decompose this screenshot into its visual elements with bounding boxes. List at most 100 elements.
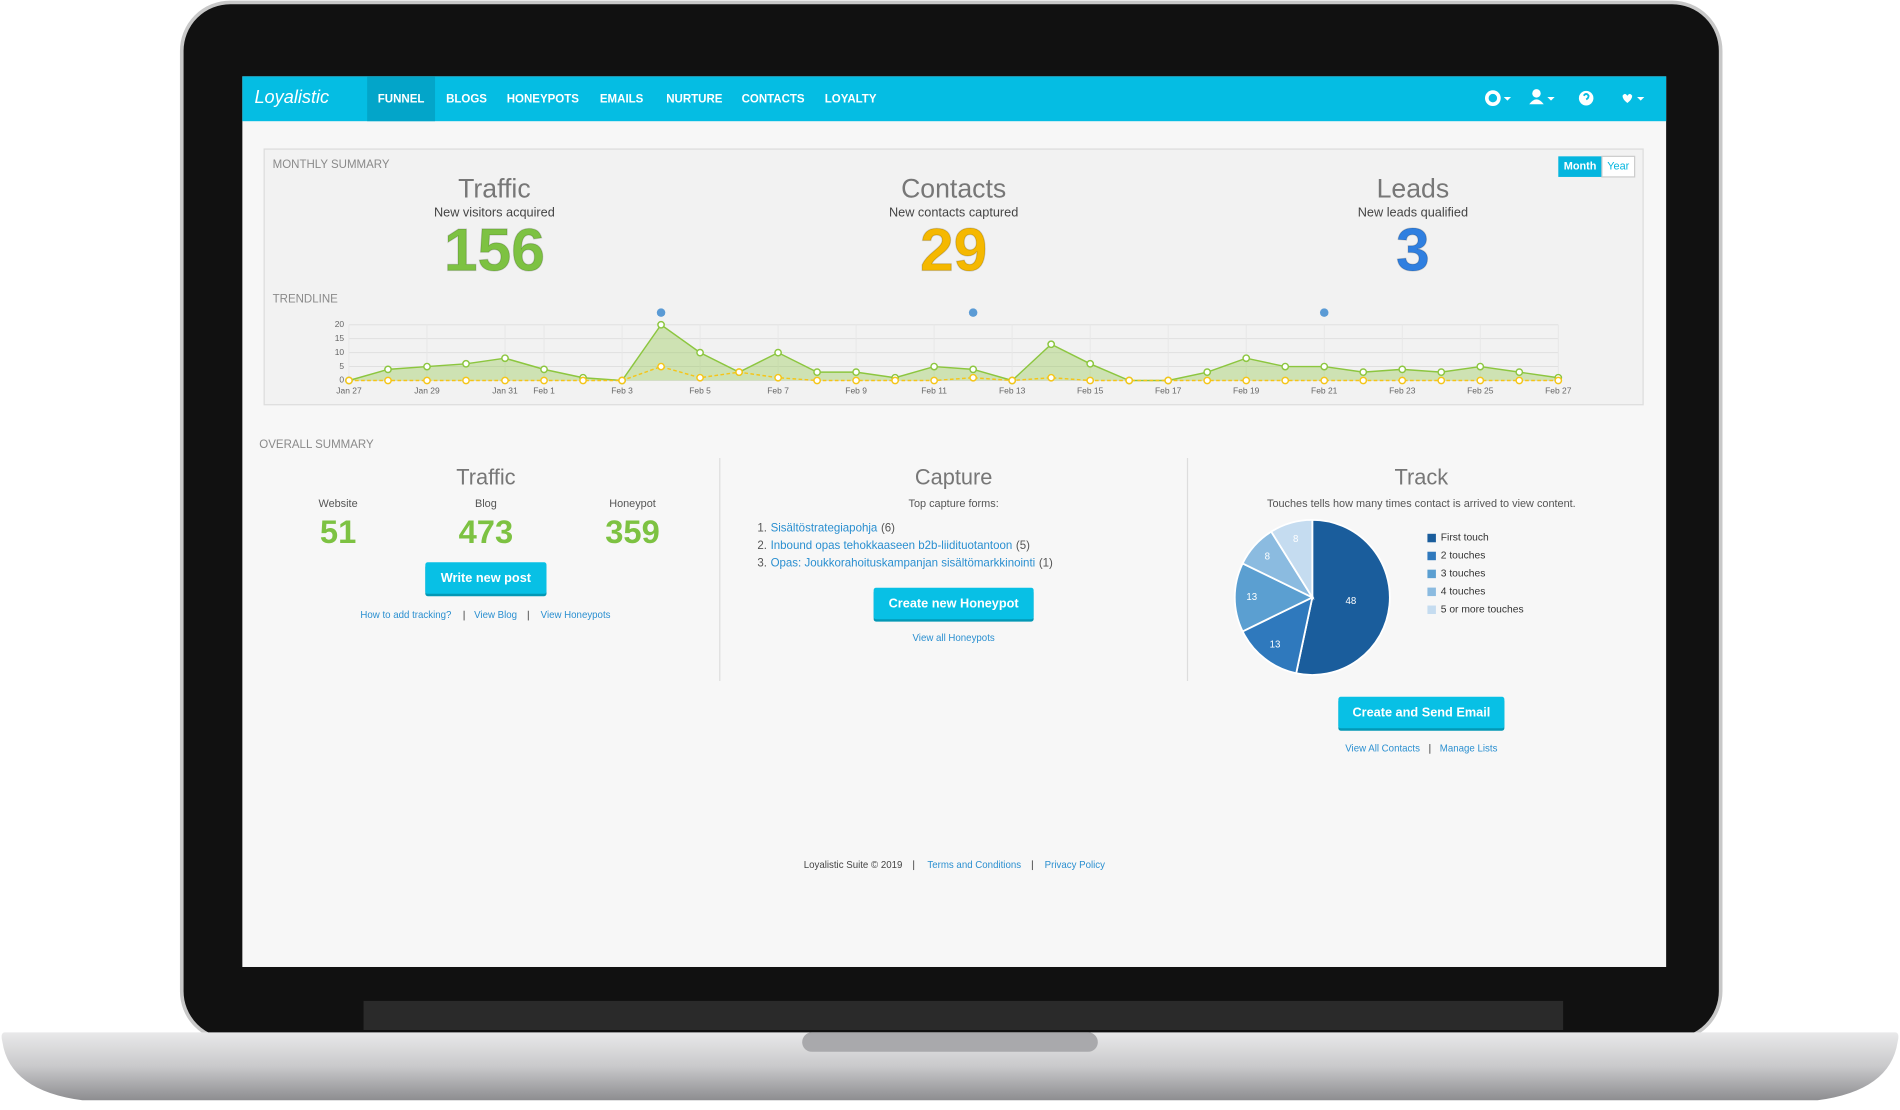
favorites-icon[interactable]: [1622, 93, 1633, 104]
point: [1242, 354, 1251, 363]
pie-slice: [1241, 595, 1314, 675]
legend-label: 4 touches: [1441, 587, 1486, 598]
button[interactable]: [873, 587, 1034, 620]
nav-item[interactable]: HONEYPOTS: [507, 93, 580, 105]
button-label[interactable]: Write new post: [441, 570, 532, 585]
legend-label: First touch: [1441, 533, 1489, 544]
legend-label: 3 touches: [1441, 569, 1486, 580]
nav-item[interactable]: CONTACTS: [742, 93, 805, 105]
x-tick-label: Feb 9: [845, 386, 867, 396]
line: [348, 365, 1559, 382]
toggle-active[interactable]: [1558, 156, 1602, 177]
point: [1359, 376, 1368, 385]
settings-icon[interactable]: [1484, 90, 1501, 107]
monthly-panel: [263, 148, 1644, 406]
laptop-base: [1, 1032, 1899, 1101]
point: [1515, 368, 1524, 377]
nav-item[interactable]: LOYALTY: [825, 93, 877, 105]
point: [1398, 365, 1407, 374]
point: [1319, 308, 1329, 317]
point: [1398, 376, 1407, 385]
metric-label: Blog: [475, 498, 497, 510]
base-notch: [802, 1032, 1098, 1052]
column-title: Capture: [915, 464, 993, 489]
nav-item[interactable]: EMAILS: [600, 93, 644, 105]
toggle[interactable]: [1601, 155, 1636, 178]
link[interactable]: View all Honeypots: [913, 633, 995, 644]
point: [540, 376, 548, 385]
point: [1281, 362, 1290, 371]
stat-subtitle: New contacts captured: [889, 205, 1018, 220]
x-tick-label: Feb 17: [1155, 386, 1182, 396]
slice-label: 8: [1293, 534, 1298, 545]
nav-item[interactable]: BLOGS: [446, 93, 487, 105]
form-link[interactable]: Opas: Joukkorahoituskampanjan sisältömar…: [771, 558, 1036, 570]
x-tick-label: Feb 13: [999, 386, 1026, 396]
slice-label: 48: [1345, 596, 1356, 607]
point: [1320, 362, 1329, 371]
list-number: 1.: [757, 522, 767, 534]
nav-bar: [242, 76, 1667, 122]
x-tick-label: Feb 25: [1467, 386, 1494, 396]
button-label[interactable]: Create and Send Email: [1352, 704, 1490, 719]
point: [656, 308, 666, 317]
user-icon[interactable]: [1532, 89, 1541, 98]
point: [423, 362, 431, 371]
form-link[interactable]: Sisältöstrategiapohja: [771, 522, 878, 534]
metric-value: 51: [320, 513, 356, 550]
link[interactable]: Privacy Policy: [1045, 860, 1105, 871]
slice-label: 8: [1265, 551, 1270, 562]
point: [1437, 368, 1446, 377]
legend-swatch: [1427, 605, 1436, 615]
point: [774, 348, 782, 357]
y-tick-label: 15: [335, 333, 345, 343]
help-icon[interactable]: [1578, 90, 1594, 106]
x-tick-label: Jan 29: [414, 386, 440, 396]
link[interactable]: View All Contacts: [1345, 743, 1420, 754]
legend-swatch: [1427, 551, 1436, 561]
list-number: 3.: [757, 558, 767, 570]
point: [501, 354, 509, 363]
point: [813, 368, 821, 377]
nav-item[interactable]: NURTURE: [666, 93, 723, 105]
button[interactable]: [425, 562, 547, 594]
point: [969, 373, 978, 382]
brand-logo[interactable]: Loyalistic: [254, 87, 329, 107]
x-tick-label: Feb 23: [1389, 386, 1416, 396]
link[interactable]: View Blog: [474, 610, 517, 621]
form-link[interactable]: Inbound opas tehokkaaseen b2b-liiditu­ot…: [771, 540, 1013, 552]
stat-title: Contacts: [901, 173, 1006, 203]
nav-item[interactable]: FUNNEL: [378, 93, 425, 105]
legend-swatch: [1427, 533, 1436, 543]
button[interactable]: [1338, 696, 1505, 729]
pie-slice: [1233, 562, 1315, 633]
metric-label: Website: [318, 498, 357, 510]
form-item: 2. Inbound opas tehokkaaseen b2b-liiditu­…: [757, 540, 1030, 552]
stat-subtitle: New visitors acquired: [434, 205, 555, 220]
x-tick-label: Feb 1: [533, 386, 555, 396]
toggle-label[interactable]: Year: [1607, 161, 1629, 173]
y-tick-label: 10: [335, 347, 345, 357]
link[interactable]: How to add tracking?: [360, 610, 452, 621]
area: [348, 324, 1559, 381]
link[interactable]: Terms and Conditions: [927, 860, 1021, 871]
point: [657, 362, 665, 371]
slice-label: 13: [1246, 592, 1257, 603]
list-number: 2.: [757, 540, 767, 552]
point: [1203, 376, 1212, 385]
link[interactable]: View Honeypots: [541, 610, 611, 621]
point: [501, 376, 509, 385]
button-label[interactable]: Create new Honeypot: [889, 595, 1020, 610]
caret: [1637, 96, 1645, 101]
point: [1476, 376, 1485, 385]
point: [774, 373, 782, 382]
link[interactable]: Manage Lists: [1440, 743, 1498, 754]
pie-slice: [1269, 518, 1314, 601]
toggle-label[interactable]: Month: [1564, 161, 1597, 173]
hinge: [363, 1000, 1564, 1030]
stat-value: 29: [920, 215, 987, 283]
point: [618, 376, 626, 385]
column-subtitle: Touches tells how many times contact is …: [1267, 498, 1576, 510]
